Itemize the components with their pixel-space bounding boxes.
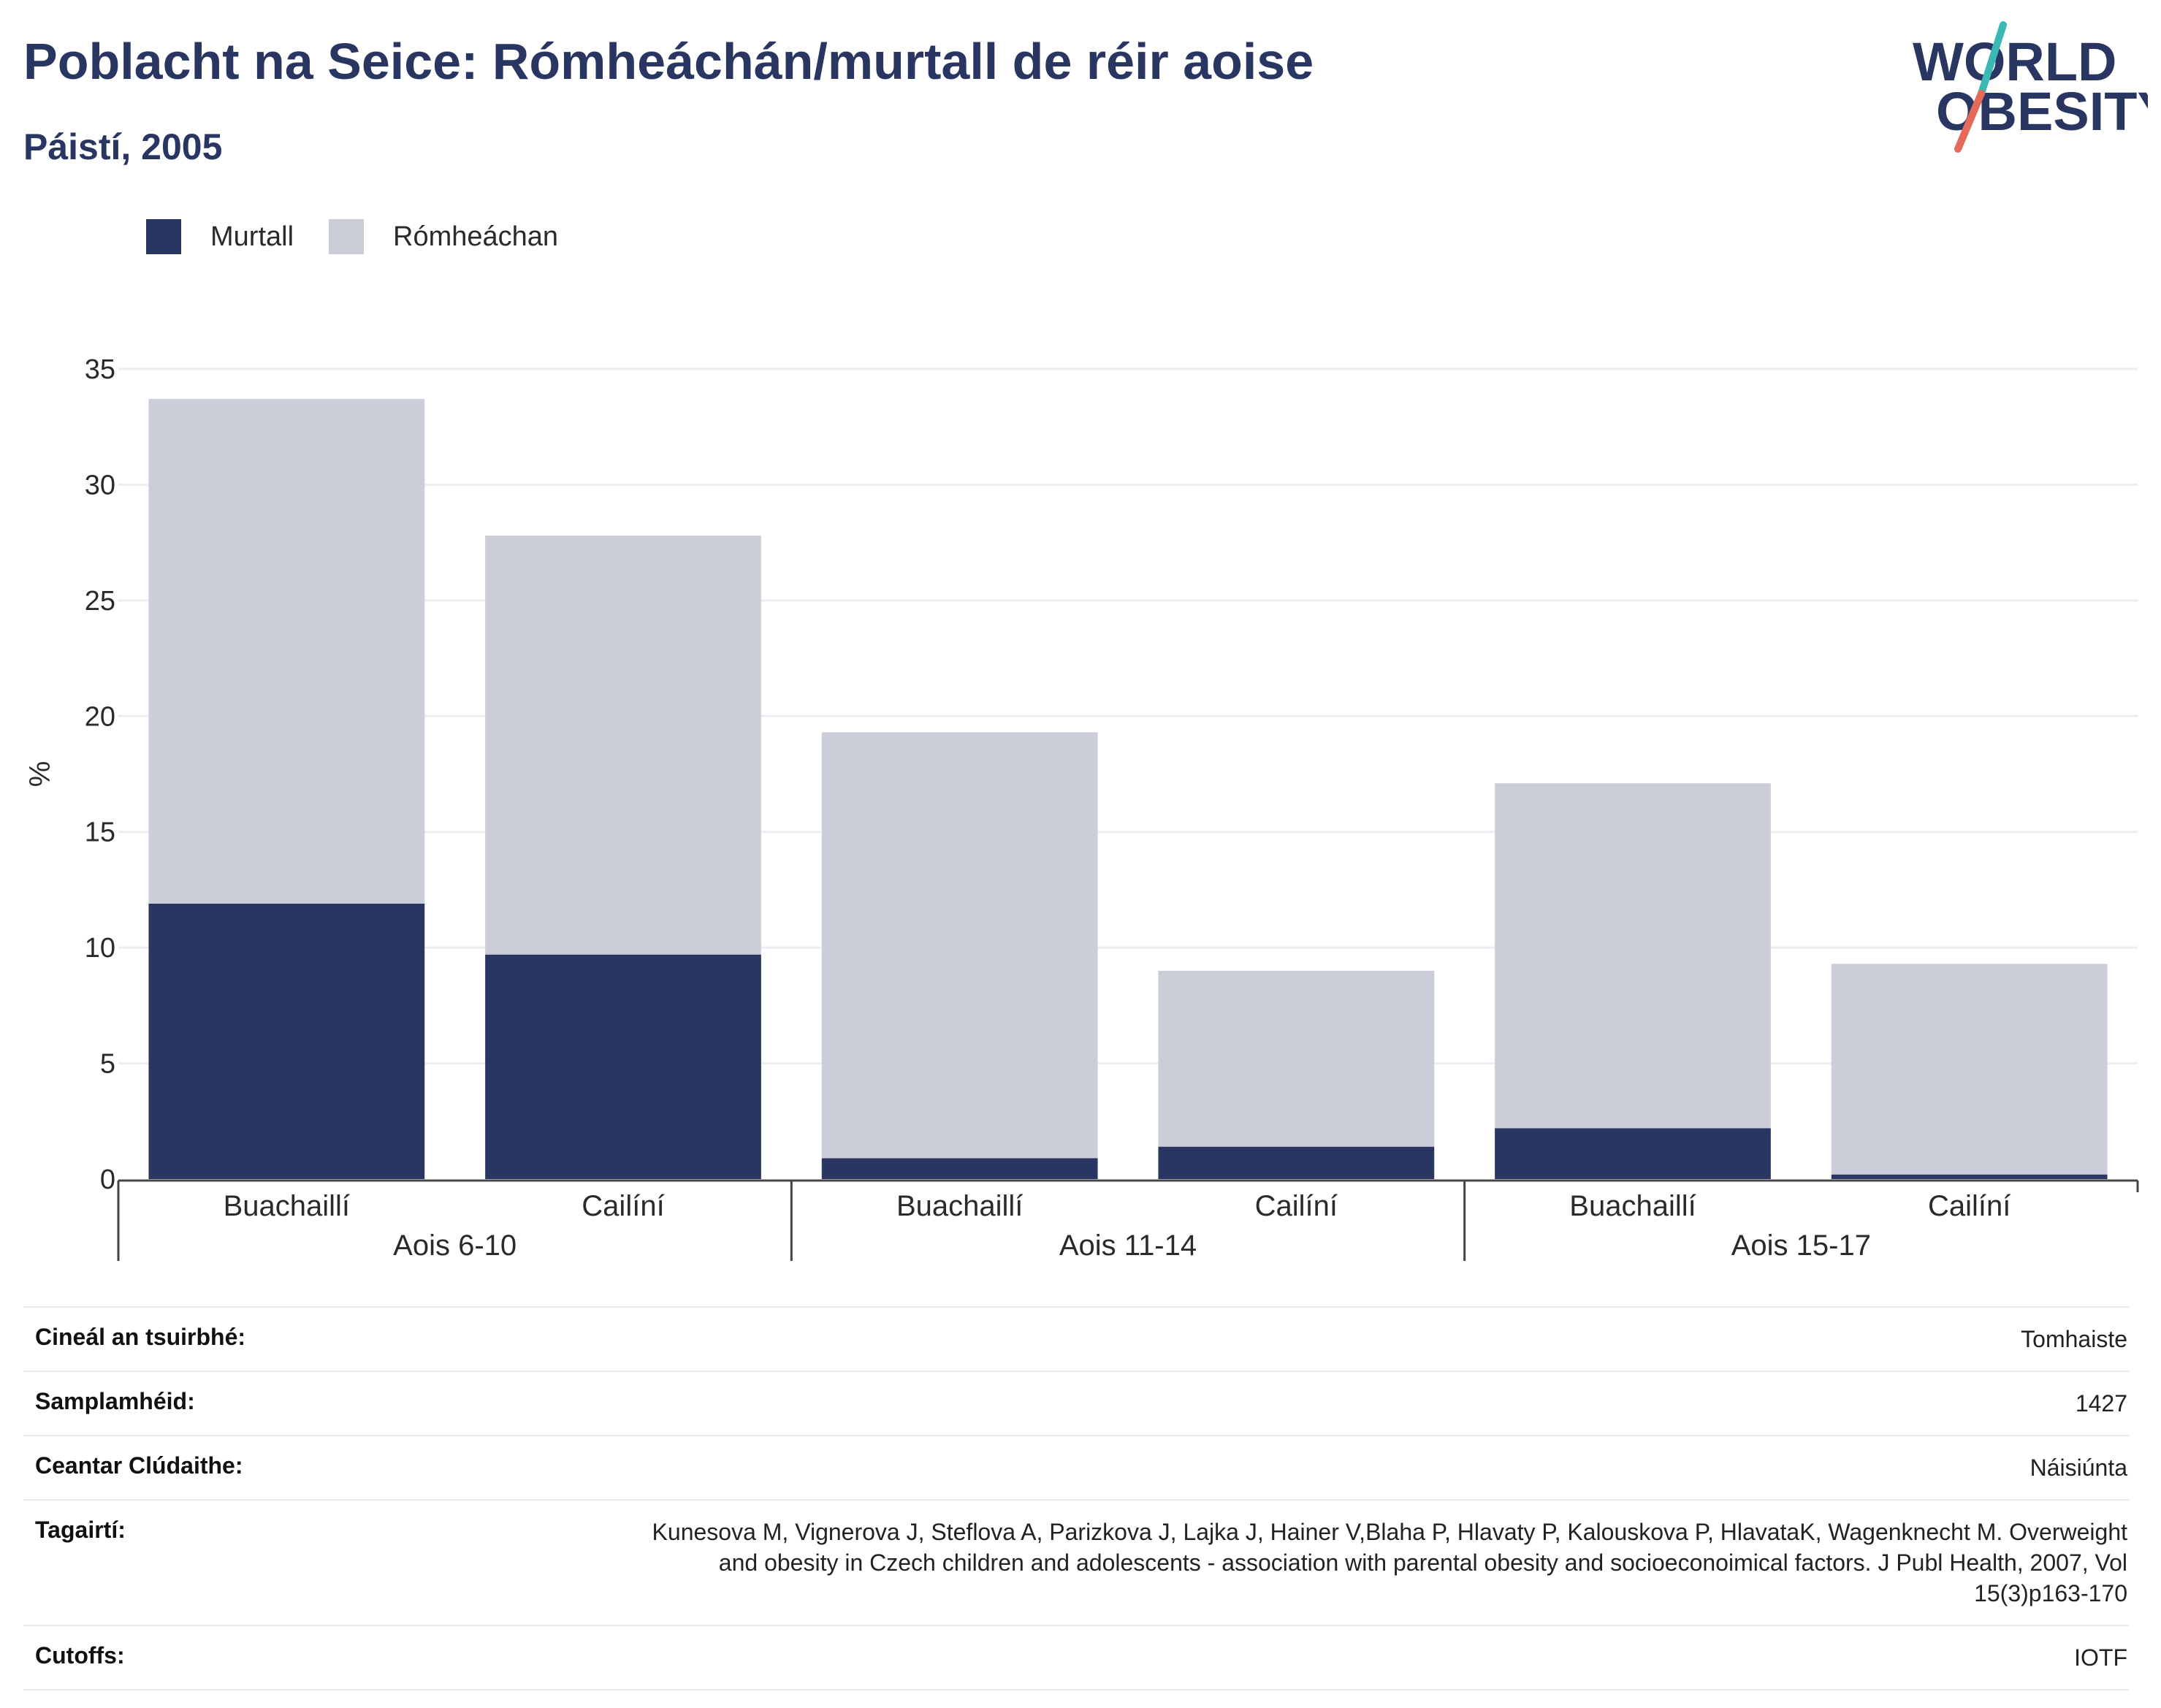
x-tick-label: Cailíní: [1928, 1190, 2011, 1222]
legend-label-murtall: Murtall: [210, 221, 294, 252]
y-tick-label: 15: [85, 817, 115, 848]
world-obesity-logo: WORLD OBESITY: [1913, 21, 2148, 153]
bar-romheachan: [1158, 970, 1435, 1147]
logo-slash-coral: [1954, 90, 1985, 153]
y-tick-label: 20: [85, 701, 115, 732]
meta-row-sample-size: Samplamhéid: 1427: [23, 1370, 2129, 1435]
meta-key: Cutoffs:: [35, 1642, 125, 1669]
bar-murtall: [1158, 1146, 1435, 1179]
meta-key: Cineál an tsuirbhé:: [35, 1324, 246, 1350]
survey-metadata-table: Cineál an tsuirbhé: Tomhaiste Samplamhéi…: [23, 1306, 2129, 1690]
bar-murtall: [821, 1158, 1098, 1179]
meta-row-cutoffs: Cutoffs: IOTF: [23, 1625, 2129, 1690]
y-tick-label: 5: [100, 1049, 115, 1080]
x-tick-label: Buachaillí: [224, 1190, 350, 1222]
legend-label-romheachan: Rómheáchan: [393, 221, 559, 252]
bar-murtall: [1495, 1128, 1771, 1179]
x-tick-label: Cailíní: [1255, 1190, 1338, 1222]
chart-title: Poblacht na Seice: Rómheáchán/murtall de…: [23, 33, 1314, 90]
x-tick-label: Buachaillí: [1569, 1190, 1696, 1222]
meta-value: Náisiúnta: [2029, 1455, 2127, 1481]
bar-murtall: [148, 903, 425, 1179]
chart-subtitle: Páistí, 2005: [23, 126, 223, 167]
bar-romheachan: [821, 732, 1098, 1159]
bar-romheachan: [1495, 783, 1771, 1129]
x-group-label: Aois 15-17: [1731, 1229, 1871, 1262]
meta-row-references: Tagairtí: Kunesova M, Vignerova J, Stefl…: [23, 1499, 2129, 1625]
y-tick-label: 10: [85, 933, 115, 964]
meta-value: Kunesova M, Vignerova J, Steflova A, Par…: [652, 1519, 2127, 1606]
bar-romheachan: [485, 535, 761, 955]
meta-row-coverage: Ceantar Clúdaithe: Náisiúnta: [23, 1435, 2129, 1499]
legend-item-murtall[interactable]: Murtall: [146, 219, 294, 254]
meta-value: IOTF: [2074, 1644, 2127, 1671]
legend-swatch-murtall: [146, 219, 181, 254]
x-tick-label: Buachaillí: [896, 1190, 1023, 1222]
meta-value: Tomhaiste: [2021, 1326, 2127, 1352]
bar-murtall: [1831, 1174, 2108, 1179]
stacked-bar-chart: 0 5 10 15 20 25 30 35% Buachaillí Cailíní Aois 6-1…: [24, 354, 2139, 1262]
legend-item-romheachan[interactable]: Rómheáchan: [329, 219, 558, 254]
y-tick-label: 25: [85, 586, 115, 617]
legend-swatch-romheachan: [329, 219, 365, 254]
logo-slash-teal: [1978, 21, 2007, 97]
chart-legend: Murtall Rómheáchan: [146, 216, 593, 257]
y-tick-label: 35: [85, 354, 115, 385]
meta-value: 1427: [2075, 1390, 2127, 1417]
y-axis-title: %: [24, 761, 56, 788]
meta-key: Tagairtí:: [35, 1517, 126, 1543]
x-tick-label: Cailíní: [582, 1190, 664, 1222]
y-tick-label: 30: [85, 470, 115, 500]
meta-key: Samplamhéid:: [35, 1388, 195, 1414]
logo-line1: WORLD: [1913, 31, 2117, 92]
bar-murtall: [485, 954, 761, 1179]
bar-romheachan: [1831, 964, 2108, 1175]
meta-row-survey-type: Cineál an tsuirbhé: Tomhaiste: [23, 1306, 2129, 1370]
meta-key: Ceantar Clúdaithe:: [35, 1452, 243, 1479]
y-tick-label: 0: [100, 1164, 115, 1195]
x-group-label: Aois 6-10: [393, 1229, 517, 1262]
bar-romheachan: [148, 399, 425, 904]
x-group-label: Aois 11-14: [1059, 1229, 1197, 1262]
